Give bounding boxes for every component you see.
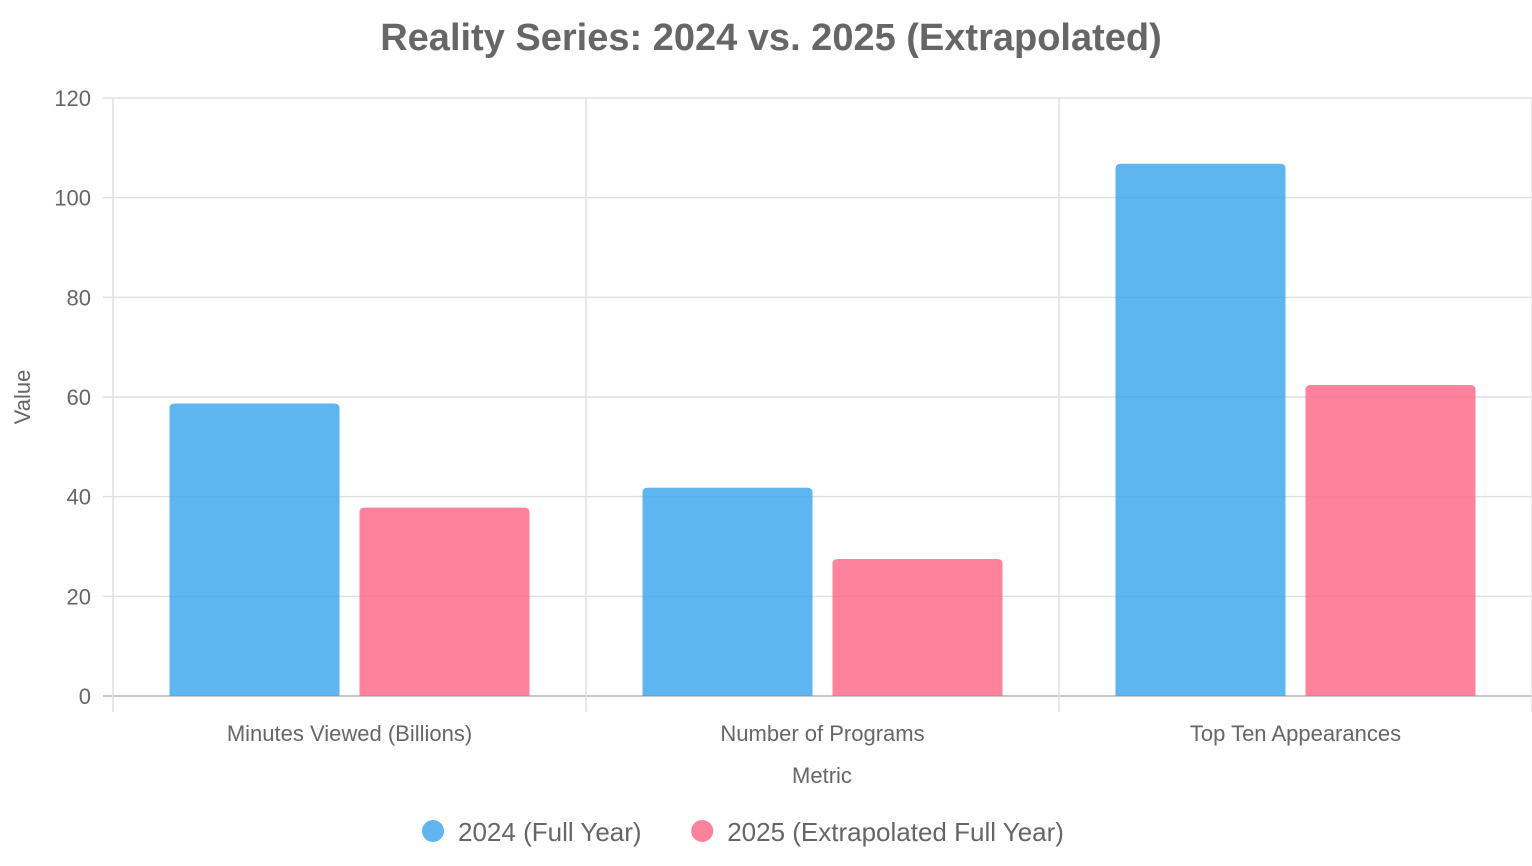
- x-tick-label: Minutes Viewed (Billions): [227, 721, 472, 746]
- legend-label: 2025 (Extrapolated Full Year): [727, 817, 1064, 847]
- bar-series-1: [169, 403, 340, 696]
- x-axis-label: Metric: [792, 763, 852, 788]
- y-tick-label: 60: [67, 385, 91, 410]
- bars: [169, 163, 1476, 696]
- bar-series-1: [1115, 163, 1286, 696]
- chart-title: Reality Series: 2024 vs. 2025 (Extrapola…: [380, 17, 1162, 59]
- y-axis-label: Value: [10, 370, 35, 425]
- bar-series-2: [832, 558, 1003, 696]
- x-tick-label: Top Ten Appearances: [1190, 721, 1401, 746]
- y-tick-label: 120: [54, 86, 91, 111]
- x-axis-ticks: Minutes Viewed (Billions) Number of Progr…: [227, 721, 1401, 746]
- y-axis-ticks: 0 20 40 60 80 100 120: [54, 86, 91, 709]
- legend-label: 2024 (Full Year): [458, 817, 642, 847]
- legend-swatch: [422, 820, 444, 842]
- y-tick-label: 100: [54, 186, 91, 211]
- y-tick-label: 80: [67, 285, 91, 310]
- legend-swatch: [691, 820, 714, 842]
- y-tick-label: 0: [79, 684, 91, 709]
- legend-item: 2025 (Extrapolated Full Year): [691, 817, 1064, 847]
- x-tick-label: Number of Programs: [720, 721, 924, 746]
- grid-lines: [103, 97, 1532, 712]
- bar-series-1: [642, 487, 813, 696]
- legend-item: 2024 (Full Year): [422, 817, 642, 847]
- bar-series-2: [359, 507, 530, 696]
- y-tick-label: 40: [67, 485, 91, 510]
- y-tick-label: 20: [67, 584, 91, 609]
- bar-series-2: [1305, 385, 1476, 696]
- legend: 2024 (Full Year) 2025 (Extrapolated Full …: [422, 817, 1064, 847]
